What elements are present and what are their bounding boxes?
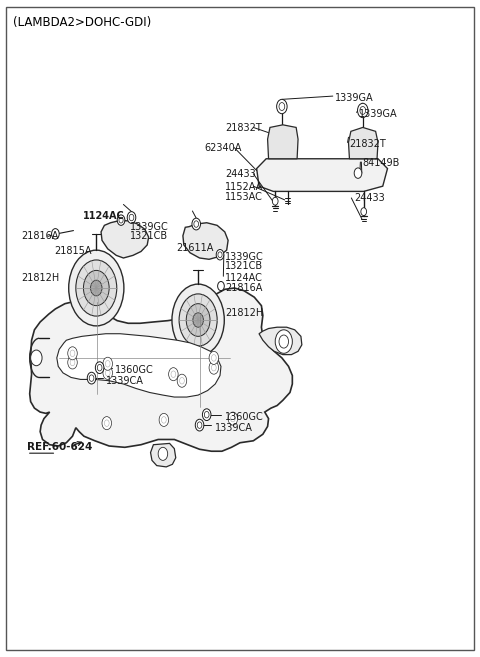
Text: 21832T: 21832T (226, 123, 263, 133)
Text: 1339GA: 1339GA (359, 109, 397, 120)
Text: 21815A: 21815A (54, 246, 92, 256)
Text: REF.60-624: REF.60-624 (27, 442, 92, 452)
Circle shape (276, 99, 287, 114)
Text: 1124AC: 1124AC (83, 211, 125, 221)
Circle shape (212, 365, 216, 371)
Circle shape (70, 350, 75, 357)
Circle shape (358, 103, 368, 118)
Circle shape (68, 347, 77, 360)
Circle shape (97, 365, 102, 371)
Circle shape (186, 304, 210, 336)
Text: 1360GC: 1360GC (225, 413, 264, 422)
Text: (LAMBDA2>DOHC-GDI): (LAMBDA2>DOHC-GDI) (12, 16, 151, 30)
Text: 21812H: 21812H (21, 273, 60, 283)
Circle shape (194, 221, 199, 227)
Circle shape (272, 197, 278, 205)
Polygon shape (257, 159, 387, 191)
Circle shape (129, 214, 134, 221)
Text: 21812H: 21812H (225, 309, 263, 319)
Text: 21611A: 21611A (176, 242, 213, 252)
Circle shape (159, 413, 168, 426)
Circle shape (102, 417, 111, 430)
Polygon shape (151, 443, 176, 467)
Text: 1339GC: 1339GC (225, 252, 264, 261)
Circle shape (103, 357, 112, 371)
Text: 84149B: 84149B (363, 158, 400, 168)
Circle shape (179, 294, 217, 346)
Circle shape (161, 417, 166, 423)
Circle shape (103, 367, 112, 380)
Text: 1339CA: 1339CA (106, 376, 144, 386)
Text: 1153AC: 1153AC (225, 192, 263, 202)
Circle shape (76, 260, 117, 316)
Text: 21816A: 21816A (225, 283, 262, 293)
Circle shape (119, 217, 123, 223)
Circle shape (105, 361, 110, 367)
Circle shape (193, 313, 204, 327)
Circle shape (31, 350, 42, 366)
Polygon shape (183, 223, 228, 260)
Polygon shape (57, 334, 221, 397)
Circle shape (203, 409, 211, 420)
Text: 1152AA: 1152AA (225, 182, 263, 192)
Polygon shape (348, 127, 378, 159)
Polygon shape (267, 125, 298, 159)
Circle shape (230, 415, 235, 422)
Text: 62340A: 62340A (204, 143, 242, 152)
Circle shape (171, 371, 176, 378)
Polygon shape (30, 288, 292, 451)
Text: 1321CB: 1321CB (130, 231, 168, 242)
Text: 1321CB: 1321CB (225, 261, 263, 271)
Circle shape (212, 355, 216, 361)
Text: 21832T: 21832T (349, 139, 386, 149)
Text: 24433: 24433 (354, 193, 385, 203)
Circle shape (117, 215, 125, 225)
Circle shape (177, 374, 187, 387)
Text: 1124AC: 1124AC (225, 273, 263, 283)
Circle shape (84, 271, 109, 306)
Circle shape (96, 362, 104, 374)
Circle shape (104, 420, 109, 426)
Circle shape (105, 370, 110, 376)
Circle shape (360, 106, 366, 114)
Circle shape (361, 208, 367, 215)
Text: 21816A: 21816A (21, 231, 59, 242)
Circle shape (70, 359, 75, 366)
Circle shape (217, 281, 224, 290)
Circle shape (228, 412, 238, 425)
Circle shape (87, 373, 96, 384)
Text: 1360GC: 1360GC (115, 365, 154, 375)
Circle shape (51, 229, 59, 239)
Polygon shape (101, 221, 149, 258)
Circle shape (218, 252, 222, 258)
Circle shape (279, 102, 285, 110)
Text: 24433: 24433 (225, 170, 255, 179)
Circle shape (172, 284, 224, 356)
Circle shape (209, 351, 218, 365)
Polygon shape (259, 327, 302, 355)
Circle shape (89, 375, 94, 381)
Circle shape (204, 411, 209, 418)
Circle shape (197, 422, 202, 428)
Circle shape (69, 250, 124, 326)
Circle shape (216, 250, 224, 260)
Circle shape (127, 212, 136, 223)
Text: 1339GC: 1339GC (130, 222, 168, 233)
Text: 1339CA: 1339CA (215, 422, 253, 433)
Circle shape (180, 378, 184, 384)
Circle shape (209, 361, 218, 374)
Circle shape (279, 335, 288, 348)
Circle shape (354, 168, 362, 178)
Circle shape (158, 447, 168, 461)
Circle shape (91, 280, 102, 296)
Circle shape (168, 368, 178, 380)
Circle shape (68, 356, 77, 369)
Circle shape (192, 218, 201, 230)
Circle shape (195, 419, 204, 431)
Circle shape (275, 330, 292, 353)
Text: 1339GA: 1339GA (335, 93, 374, 103)
